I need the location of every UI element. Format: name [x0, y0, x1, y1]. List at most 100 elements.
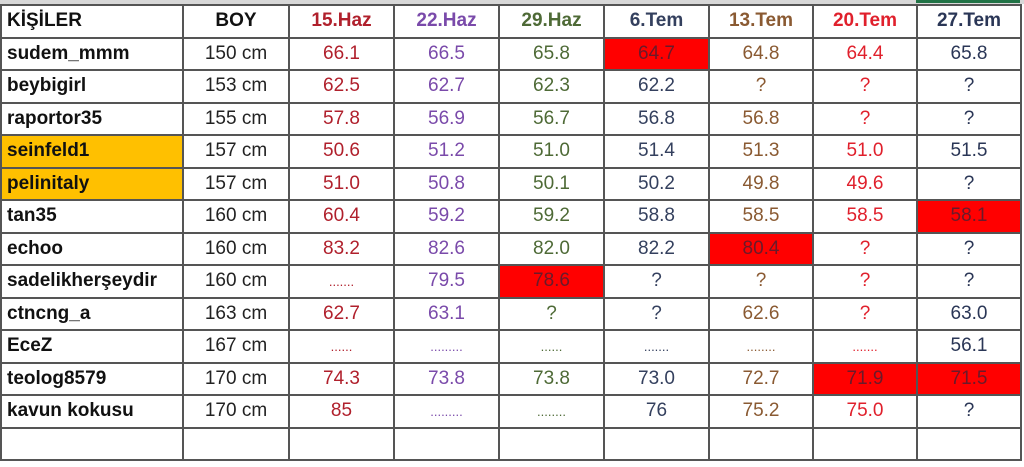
header-cell-people[interactable]: KİŞİLER [0, 4, 184, 39]
weight-cell[interactable]: 51.0 [498, 134, 605, 169]
weight-cell[interactable]: ? [916, 231, 1022, 266]
weight-cell[interactable] [498, 426, 605, 461]
weight-cell[interactable]: 62.2 [603, 69, 710, 104]
weight-cell[interactable]: 73.8 [393, 361, 500, 396]
height-cell[interactable]: 170 cm [182, 361, 290, 396]
weight-cell[interactable]: 82.2 [603, 231, 710, 266]
weight-cell[interactable]: 50.1 [498, 166, 605, 201]
weight-cell[interactable] [288, 426, 395, 461]
weight-cell[interactable]: ? [916, 394, 1022, 429]
weight-cell[interactable]: ? [812, 69, 918, 104]
weight-cell[interactable]: 83.2 [288, 231, 395, 266]
weight-cell[interactable]: 51.2 [393, 134, 500, 169]
header-cell-date[interactable]: 20.Tem [812, 4, 918, 39]
weight-cell[interactable]: ....... [812, 329, 918, 364]
weight-cell[interactable]: ........ [498, 394, 605, 429]
weight-cell[interactable]: 62.7 [288, 296, 395, 331]
weight-cell[interactable]: 64.8 [708, 36, 814, 71]
weight-cell[interactable]: 59.2 [393, 199, 500, 234]
weight-cell[interactable]: 66.5 [393, 36, 500, 71]
weight-cell[interactable] [916, 426, 1022, 461]
weight-cell[interactable]: ? [603, 296, 710, 331]
weight-cell[interactable]: 79.5 [393, 264, 500, 299]
weight-cell[interactable]: ? [603, 264, 710, 299]
name-cell[interactable]: teolog8579 [0, 361, 184, 396]
weight-cell[interactable]: 56.7 [498, 101, 605, 136]
header-cell-date[interactable]: 15.Haz [288, 4, 395, 39]
weight-cell[interactable]: 64.4 [812, 36, 918, 71]
header-cell-date[interactable]: 27.Tem [916, 4, 1022, 39]
name-cell[interactable]: sudem_mmm [0, 36, 184, 71]
highlighted-weight-cell[interactable]: 64.7 [603, 36, 710, 71]
weight-cell[interactable]: 51.3 [708, 134, 814, 169]
weight-cell[interactable]: 58.5 [708, 199, 814, 234]
height-cell[interactable]: 155 cm [182, 101, 290, 136]
weight-cell[interactable]: 56.8 [603, 101, 710, 136]
weight-cell[interactable]: 62.5 [288, 69, 395, 104]
weight-cell[interactable]: 59.2 [498, 199, 605, 234]
weight-cell[interactable] [812, 426, 918, 461]
name-cell[interactable]: tan35 [0, 199, 184, 234]
weight-cell[interactable]: ? [812, 231, 918, 266]
weight-cell[interactable]: 49.6 [812, 166, 918, 201]
height-cell[interactable]: 157 cm [182, 134, 290, 169]
weight-cell[interactable]: ? [812, 264, 918, 299]
weight-cell[interactable]: 50.6 [288, 134, 395, 169]
weight-cell[interactable]: ...... [498, 329, 605, 364]
highlighted-weight-cell[interactable]: 71.9 [812, 361, 918, 396]
weight-cell[interactable]: ? [812, 101, 918, 136]
weight-cell[interactable]: 63.1 [393, 296, 500, 331]
weight-cell[interactable]: 82.0 [498, 231, 605, 266]
weight-cell[interactable]: 56.1 [916, 329, 1022, 364]
height-cell[interactable]: 150 cm [182, 36, 290, 71]
weight-cell[interactable]: ? [708, 264, 814, 299]
name-cell[interactable]: beybigirl [0, 69, 184, 104]
height-cell[interactable]: 153 cm [182, 69, 290, 104]
header-cell-date[interactable]: 22.Haz [393, 4, 500, 39]
weight-cell[interactable]: 50.8 [393, 166, 500, 201]
height-cell[interactable] [182, 426, 290, 461]
weight-cell[interactable]: 75.0 [812, 394, 918, 429]
header-cell-date[interactable]: 6.Tem [603, 4, 710, 39]
name-cell[interactable]: seinfeld1 [0, 134, 184, 169]
name-cell[interactable]: EceZ [0, 329, 184, 364]
weight-cell[interactable]: 62.3 [498, 69, 605, 104]
weight-cell[interactable]: ........ [708, 329, 814, 364]
weight-cell[interactable]: 73.0 [603, 361, 710, 396]
weight-cell[interactable]: ....... [288, 264, 395, 299]
weight-cell[interactable]: ? [812, 296, 918, 331]
header-cell-date[interactable]: 13.Tem [708, 4, 814, 39]
height-cell[interactable]: 160 cm [182, 231, 290, 266]
name-cell[interactable]: pelinitaly [0, 166, 184, 201]
weight-cell[interactable]: 63.0 [916, 296, 1022, 331]
weight-cell[interactable]: 72.7 [708, 361, 814, 396]
weight-cell[interactable]: ? [916, 69, 1022, 104]
weight-cell[interactable]: ? [498, 296, 605, 331]
weight-cell[interactable]: ? [916, 101, 1022, 136]
highlighted-weight-cell[interactable]: 78.6 [498, 264, 605, 299]
weight-cell[interactable]: 65.8 [498, 36, 605, 71]
weight-cell[interactable]: 58.5 [812, 199, 918, 234]
weight-cell[interactable]: ...... [288, 329, 395, 364]
weight-cell[interactable]: ....... [603, 329, 710, 364]
height-cell[interactable]: 167 cm [182, 329, 290, 364]
name-cell[interactable]: kavun kokusu [0, 394, 184, 429]
weight-cell[interactable]: 60.4 [288, 199, 395, 234]
height-cell[interactable]: 163 cm [182, 296, 290, 331]
highlighted-weight-cell[interactable]: 71.5 [916, 361, 1022, 396]
weight-cell[interactable]: ? [708, 69, 814, 104]
weight-cell[interactable]: 62.7 [393, 69, 500, 104]
height-cell[interactable]: 160 cm [182, 199, 290, 234]
highlighted-weight-cell[interactable]: 80.4 [708, 231, 814, 266]
weight-cell[interactable]: 49.8 [708, 166, 814, 201]
weight-cell[interactable]: 76 [603, 394, 710, 429]
weight-cell[interactable]: 85 [288, 394, 395, 429]
weight-cell[interactable]: 56.8 [708, 101, 814, 136]
weight-cell[interactable]: ......... [393, 394, 500, 429]
weight-cell[interactable] [708, 426, 814, 461]
weight-cell[interactable]: 58.8 [603, 199, 710, 234]
name-cell[interactable]: ctncng_a [0, 296, 184, 331]
weight-cell[interactable]: 50.2 [603, 166, 710, 201]
name-cell[interactable]: raportor35 [0, 101, 184, 136]
height-cell[interactable]: 170 cm [182, 394, 290, 429]
